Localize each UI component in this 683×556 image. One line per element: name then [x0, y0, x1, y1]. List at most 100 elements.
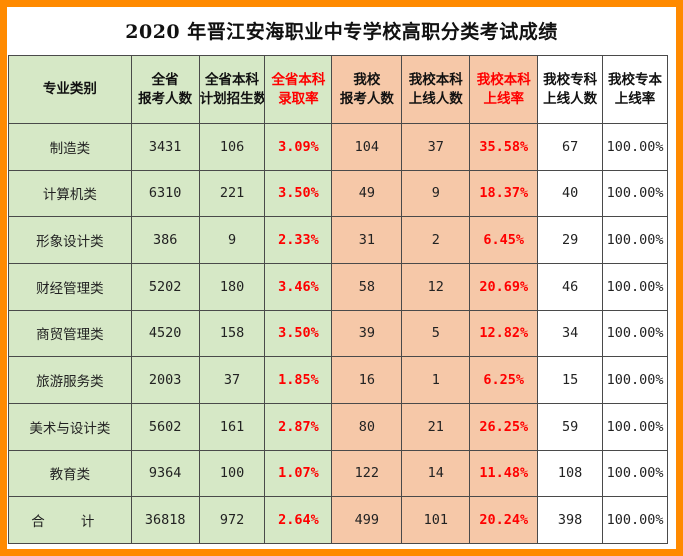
cell-category: 教育类	[8, 449, 132, 498]
cell-school-ben-rate: 6.45%	[469, 216, 539, 264]
cell-prov-rate: 3.46%	[264, 262, 333, 311]
cell-prov-rate: 1.85%	[264, 356, 333, 404]
cell-prov-plan: 106	[198, 123, 266, 171]
cell-prov-plan: 9	[198, 216, 266, 264]
cell-prov-plan: 221	[198, 169, 266, 218]
cell-category: 财经管理类	[8, 262, 132, 311]
cell-school-ben-rate: 11.48%	[469, 449, 539, 498]
cell-category: 形象设计类	[8, 216, 132, 264]
cell-school-total-rate: 100.00%	[602, 169, 668, 218]
cell-school-zhuan-pass: 29	[537, 216, 604, 264]
table-row: 教育类 9364 100 1.07% 122 14 11.48% 108 100.00%	[8, 449, 668, 498]
header-school-zhuan-pass: 我校专科 上线人数	[537, 55, 604, 124]
table-row: 制造类 3431 106 3.09% 104 37 35.58% 67 100.00%	[8, 123, 668, 171]
cell-school-apply: 31	[331, 216, 403, 264]
results-table: 专业类别 全省 报考人数 全省本科 计划招生数 全省本科 录取率 我校 报考人数 我校本…	[8, 55, 668, 544]
cell-school-ben-rate: 18.37%	[469, 169, 539, 218]
cell-school-total-rate: 100.00%	[602, 496, 668, 544]
cell-school-apply: 16	[331, 356, 403, 404]
cell-school-total-rate: 100.00%	[602, 262, 668, 311]
cell-school-apply: 104	[331, 123, 403, 171]
cell-school-apply: 499	[331, 496, 403, 544]
table-row: 形象设计类 386 9 2.33% 31 2 6.45% 29 100.00%	[8, 216, 668, 264]
cell-school-total-rate: 100.00%	[602, 216, 668, 264]
cell-school-ben-rate: 20.69%	[469, 262, 539, 311]
cell-prov-plan: 161	[198, 402, 266, 451]
cell-school-apply: 39	[331, 309, 403, 358]
cell-school-ben-pass: 9	[401, 169, 471, 218]
cell-school-ben-pass: 12	[401, 262, 471, 311]
cell-prov-apply: 2003	[130, 356, 200, 404]
cell-school-total-rate: 100.00%	[602, 402, 668, 451]
cell-category: 合 计	[8, 496, 132, 544]
cell-school-zhuan-pass: 67	[537, 123, 604, 171]
cell-school-apply: 49	[331, 169, 403, 218]
cell-prov-rate: 3.50%	[264, 169, 333, 218]
cell-category: 美术与设计类	[8, 402, 132, 451]
cell-school-zhuan-pass: 40	[537, 169, 604, 218]
cell-category: 计算机类	[8, 169, 132, 218]
cell-school-total-rate: 100.00%	[602, 123, 668, 171]
cell-prov-apply: 3431	[130, 123, 200, 171]
cell-school-zhuan-pass: 108	[537, 449, 604, 498]
header-school-apply: 我校 报考人数	[331, 55, 403, 124]
cell-school-zhuan-pass: 398	[537, 496, 604, 544]
cell-category: 制造类	[8, 123, 132, 171]
cell-category: 商贸管理类	[8, 309, 132, 358]
cell-school-total-rate: 100.00%	[602, 449, 668, 498]
cell-school-ben-rate: 12.82%	[469, 309, 539, 358]
cell-school-ben-pass: 2	[401, 216, 471, 264]
cell-school-total-rate: 100.00%	[602, 309, 668, 358]
cell-school-ben-pass: 101	[401, 496, 471, 544]
table-row: 商贸管理类 4520 158 3.50% 39 5 12.82% 34 100.00%	[8, 309, 668, 358]
cell-school-ben-pass: 21	[401, 402, 471, 451]
cell-prov-rate: 3.09%	[264, 123, 333, 171]
cell-school-ben-pass: 14	[401, 449, 471, 498]
cell-prov-rate: 2.64%	[264, 496, 333, 544]
table-row: 计算机类 6310 221 3.50% 49 9 18.37% 40 100.00%	[8, 169, 668, 218]
cell-school-zhuan-pass: 34	[537, 309, 604, 358]
cell-school-ben-rate: 35.58%	[469, 123, 539, 171]
header-school-ben-pass: 我校本科 上线人数	[401, 55, 471, 124]
cell-prov-apply: 9364	[130, 449, 200, 498]
cell-prov-apply: 5202	[130, 262, 200, 311]
cell-prov-plan: 972	[198, 496, 266, 544]
cell-school-zhuan-pass: 59	[537, 402, 604, 451]
cell-prov-apply: 386	[130, 216, 200, 264]
cell-school-ben-pass: 5	[401, 309, 471, 358]
page-title: 2020 年晋江安海职业中专学校高职分类考试成绩	[125, 20, 558, 43]
cell-prov-plan: 100	[198, 449, 266, 498]
cell-prov-rate: 2.33%	[264, 216, 333, 264]
cell-prov-plan: 180	[198, 262, 266, 311]
cell-prov-apply: 5602	[130, 402, 200, 451]
header-category: 专业类别	[8, 55, 132, 124]
header-prov-apply: 全省 报考人数	[130, 55, 200, 124]
cell-prov-apply: 4520	[130, 309, 200, 358]
cell-school-ben-pass: 1	[401, 356, 471, 404]
cell-prov-rate: 1.07%	[264, 449, 333, 498]
cell-school-apply: 80	[331, 402, 403, 451]
header-prov-plan: 全省本科 计划招生数	[198, 55, 266, 124]
cell-prov-plan: 37	[198, 356, 266, 404]
cell-school-apply: 58	[331, 262, 403, 311]
header-prov-rate: 全省本科 录取率	[264, 55, 333, 124]
cell-prov-apply: 36818	[130, 496, 200, 544]
cell-school-ben-rate: 6.25%	[469, 356, 539, 404]
table-row: 旅游服务类 2003 37 1.85% 16 1 6.25% 15 100.00%	[8, 356, 668, 404]
header-row: 专业类别 全省 报考人数 全省本科 计划招生数 全省本科 录取率 我校 报考人数 我校本…	[8, 55, 668, 124]
header-school-total-rate: 我校专本 上线率	[602, 55, 668, 124]
cell-school-total-rate: 100.00%	[602, 356, 668, 404]
cell-school-ben-rate: 26.25%	[469, 402, 539, 451]
cell-school-ben-rate: 20.24%	[469, 496, 539, 544]
cell-category: 旅游服务类	[8, 356, 132, 404]
header-school-ben-rate: 我校本科 上线率	[469, 55, 539, 124]
cell-prov-rate: 2.87%	[264, 402, 333, 451]
cell-school-zhuan-pass: 15	[537, 356, 604, 404]
cell-school-apply: 122	[331, 449, 403, 498]
cell-prov-rate: 3.50%	[264, 309, 333, 358]
cell-school-zhuan-pass: 46	[537, 262, 604, 311]
table-row: 美术与设计类 5602 161 2.87% 80 21 26.25% 59 100.00%	[8, 402, 668, 451]
total-row: 合 计 36818 972 2.64% 499 101 20.24% 398 100.00%	[8, 496, 668, 544]
cell-prov-plan: 158	[198, 309, 266, 358]
cell-school-ben-pass: 37	[401, 123, 471, 171]
